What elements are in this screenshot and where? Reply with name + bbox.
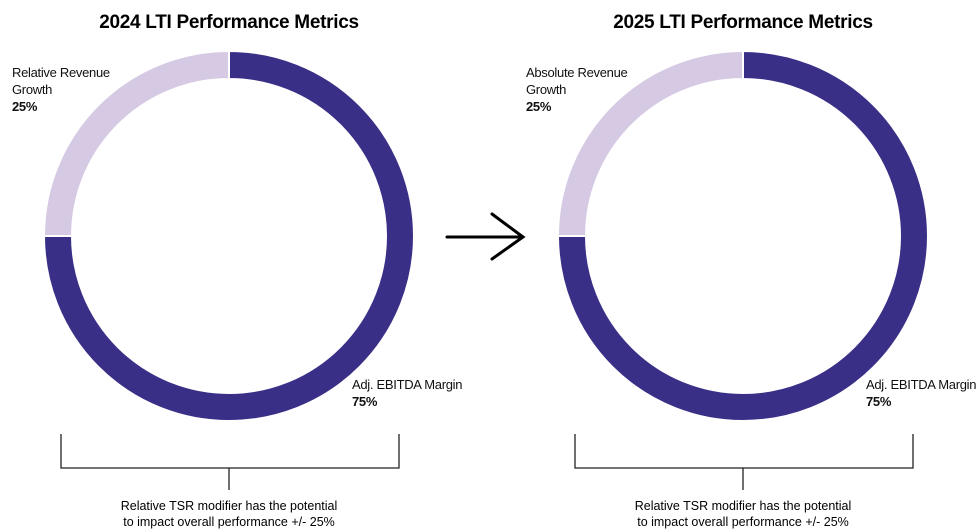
- arrow: [445, 212, 526, 261]
- segment-value: 25%: [526, 99, 552, 114]
- note-line: Relative TSR modifier has the potential: [121, 499, 338, 513]
- donut-segment: [42, 49, 415, 422]
- segment-name: Relative Revenue Growth: [12, 65, 110, 97]
- segment-label: Relative Revenue Growth 25%: [12, 64, 124, 115]
- segment-label: Adj. EBITDA Margin 75%: [866, 376, 977, 410]
- segment-label: Adj. EBITDA Margin 75%: [352, 376, 463, 410]
- note-line: to impact overall performance +/- 25%: [123, 515, 335, 529]
- segment-name: Adj. EBITDA Margin: [866, 377, 977, 392]
- segment-name: Adj. EBITDA Margin: [352, 377, 463, 392]
- note-line: Relative TSR modifier has the potential: [635, 499, 852, 513]
- segment-name: Absolute Revenue Growth: [526, 65, 628, 97]
- note-line: to impact overall performance +/- 25%: [637, 515, 849, 529]
- donut-segment: [556, 49, 929, 422]
- chart-title: 2024 LTI Performance Metrics: [99, 12, 358, 33]
- donut-segment: [556, 49, 744, 237]
- donut-segment: [42, 49, 230, 237]
- chart-title: 2025 LTI Performance Metrics: [613, 12, 872, 33]
- bracket: [574, 434, 914, 490]
- segment-value: 75%: [352, 394, 378, 409]
- segment-value: 25%: [12, 99, 38, 114]
- bracket: [60, 434, 400, 490]
- segment-value: 75%: [866, 394, 892, 409]
- segment-label: Absolute Revenue Growth 25%: [526, 64, 638, 115]
